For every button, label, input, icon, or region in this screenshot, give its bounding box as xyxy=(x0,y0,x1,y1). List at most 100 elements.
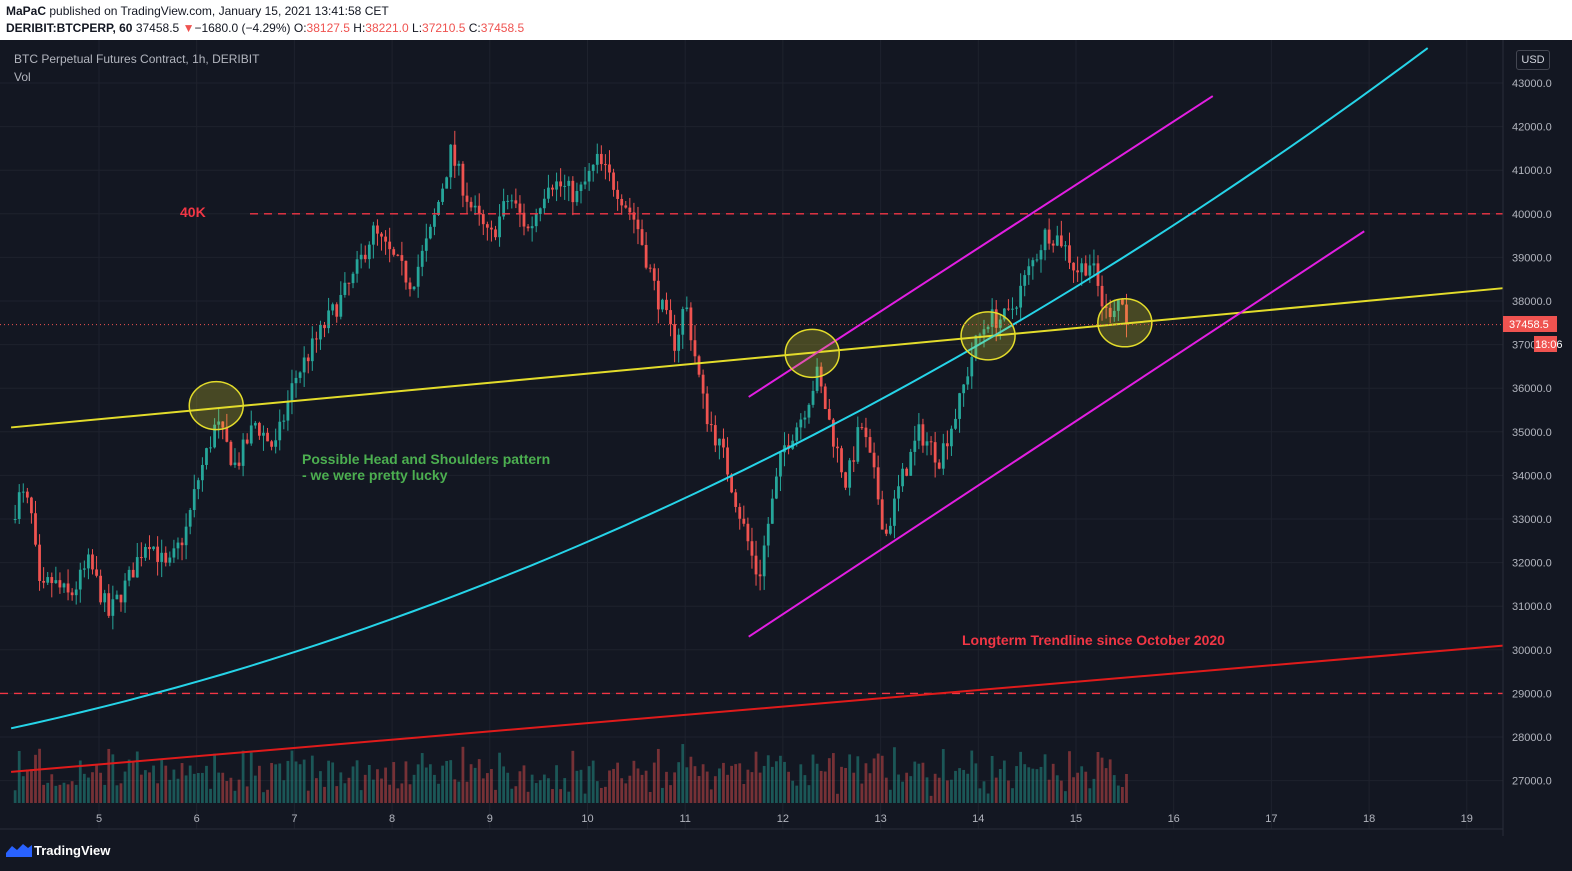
candle-body xyxy=(400,255,404,261)
price-tick-label: 35000.0 xyxy=(1512,427,1552,439)
candle-body xyxy=(893,498,896,526)
volume-bar xyxy=(461,746,465,803)
volume-bar xyxy=(262,792,265,803)
low-value: 37210.5 xyxy=(422,21,466,35)
chart-legend-title[interactable]: BTC Perpetual Futures Contract, 1h, DERI… xyxy=(14,52,260,66)
volume-bar xyxy=(82,773,86,803)
tradingview-logo-icon[interactable] xyxy=(6,843,32,862)
candle-body xyxy=(522,212,526,227)
candle-body xyxy=(677,334,681,351)
candle-body xyxy=(982,329,986,335)
annotations: 40K Possible Head and Shoulders pattern … xyxy=(180,204,1225,648)
candle-body xyxy=(490,227,493,230)
volume-bar xyxy=(453,779,457,803)
candle-body xyxy=(547,187,550,199)
volume-bar xyxy=(245,786,249,803)
volume-bar xyxy=(319,771,322,803)
volume-bar xyxy=(310,755,314,803)
volume-bar xyxy=(620,778,624,803)
price-axis-panel[interactable] xyxy=(1503,40,1572,836)
candle-body xyxy=(17,492,21,519)
volume-bar xyxy=(209,788,212,803)
candle-body xyxy=(1100,285,1104,307)
price-tick-label: 42000.0 xyxy=(1512,122,1552,134)
volume-bar xyxy=(1108,759,1112,803)
candle-body xyxy=(1031,260,1035,267)
candle-body xyxy=(323,324,326,329)
candle-body xyxy=(148,546,151,550)
volume-bar xyxy=(762,765,766,803)
volume-bar xyxy=(929,795,933,803)
price-tick-label: 28000.0 xyxy=(1512,732,1552,744)
candle-body xyxy=(306,357,310,362)
currency-button[interactable]: USD xyxy=(1516,50,1550,70)
volume-bar xyxy=(286,760,290,803)
volume-bar xyxy=(404,761,408,803)
candle-body xyxy=(734,492,738,507)
volume-bar xyxy=(990,755,994,803)
publisher-name[interactable]: MaPaC xyxy=(6,4,47,18)
candle-body xyxy=(661,299,664,310)
chart-legend-vol[interactable]: Vol xyxy=(14,70,31,84)
time-tick-label: 6 xyxy=(194,813,200,825)
volume-bar xyxy=(880,755,884,803)
time-tick-label: 10 xyxy=(581,813,593,825)
candle-body xyxy=(1015,307,1018,309)
volume-bar xyxy=(1055,775,1059,803)
drawings[interactable] xyxy=(0,47,1504,773)
candle-body xyxy=(123,580,127,603)
candle-body xyxy=(1035,259,1039,261)
volume-bar xyxy=(95,765,98,803)
volume-bar xyxy=(612,768,615,803)
volume-bar xyxy=(636,768,640,803)
volume-bar xyxy=(376,769,379,803)
volume-bar xyxy=(294,761,298,803)
volume-bar xyxy=(172,769,176,803)
candle-body xyxy=(1084,263,1088,276)
volume-bar xyxy=(392,762,396,803)
volume-bar xyxy=(1104,768,1108,803)
candle-body xyxy=(424,238,428,251)
time-tick-label: 18 xyxy=(1363,813,1375,825)
parabolic-curve-line xyxy=(10,47,1429,730)
candle-body xyxy=(144,546,147,558)
volume-bar xyxy=(604,786,607,803)
volume-bar xyxy=(799,764,803,803)
volume-bar xyxy=(681,744,685,803)
volume-bar xyxy=(424,767,428,803)
volume-bar xyxy=(909,776,913,803)
volume-bar xyxy=(962,769,966,803)
volume-bar xyxy=(188,765,192,803)
volume-bar xyxy=(270,762,273,803)
volume-bar xyxy=(779,755,782,803)
volume-bar xyxy=(945,780,949,803)
candle-body xyxy=(302,357,306,373)
hs-pattern-line1: Possible Head and Shoulders pattern xyxy=(302,451,550,467)
volume-bar xyxy=(819,770,823,803)
candle-body xyxy=(1039,250,1043,260)
candle-body xyxy=(864,427,868,438)
candle-body xyxy=(1116,299,1120,311)
price-tick-label: 43000.0 xyxy=(1512,78,1552,90)
candle-body xyxy=(799,419,803,428)
time-tick-label: 5 xyxy=(96,813,102,825)
candle-body xyxy=(95,569,98,576)
price-axis-ticks: 27000.0 28000.0 29000.0 30000.0 31000.0 32000… xyxy=(1512,78,1552,788)
candle-body xyxy=(335,304,339,317)
volume-bar xyxy=(1019,751,1023,803)
candle-body xyxy=(78,569,82,590)
candle-body xyxy=(844,472,847,488)
candle-body xyxy=(563,185,567,187)
tradingview-brand[interactable]: TradingView xyxy=(34,843,111,858)
candle-body xyxy=(579,184,583,192)
volume-bar xyxy=(351,766,355,803)
candle-body xyxy=(758,574,762,577)
candle-body xyxy=(192,489,196,511)
candlesticks[interactable] xyxy=(13,130,1128,630)
candle-body xyxy=(754,555,758,575)
volume-bar xyxy=(746,769,750,803)
candle-body xyxy=(852,460,856,462)
volume-bar xyxy=(249,752,253,803)
candle-body xyxy=(1027,266,1031,276)
